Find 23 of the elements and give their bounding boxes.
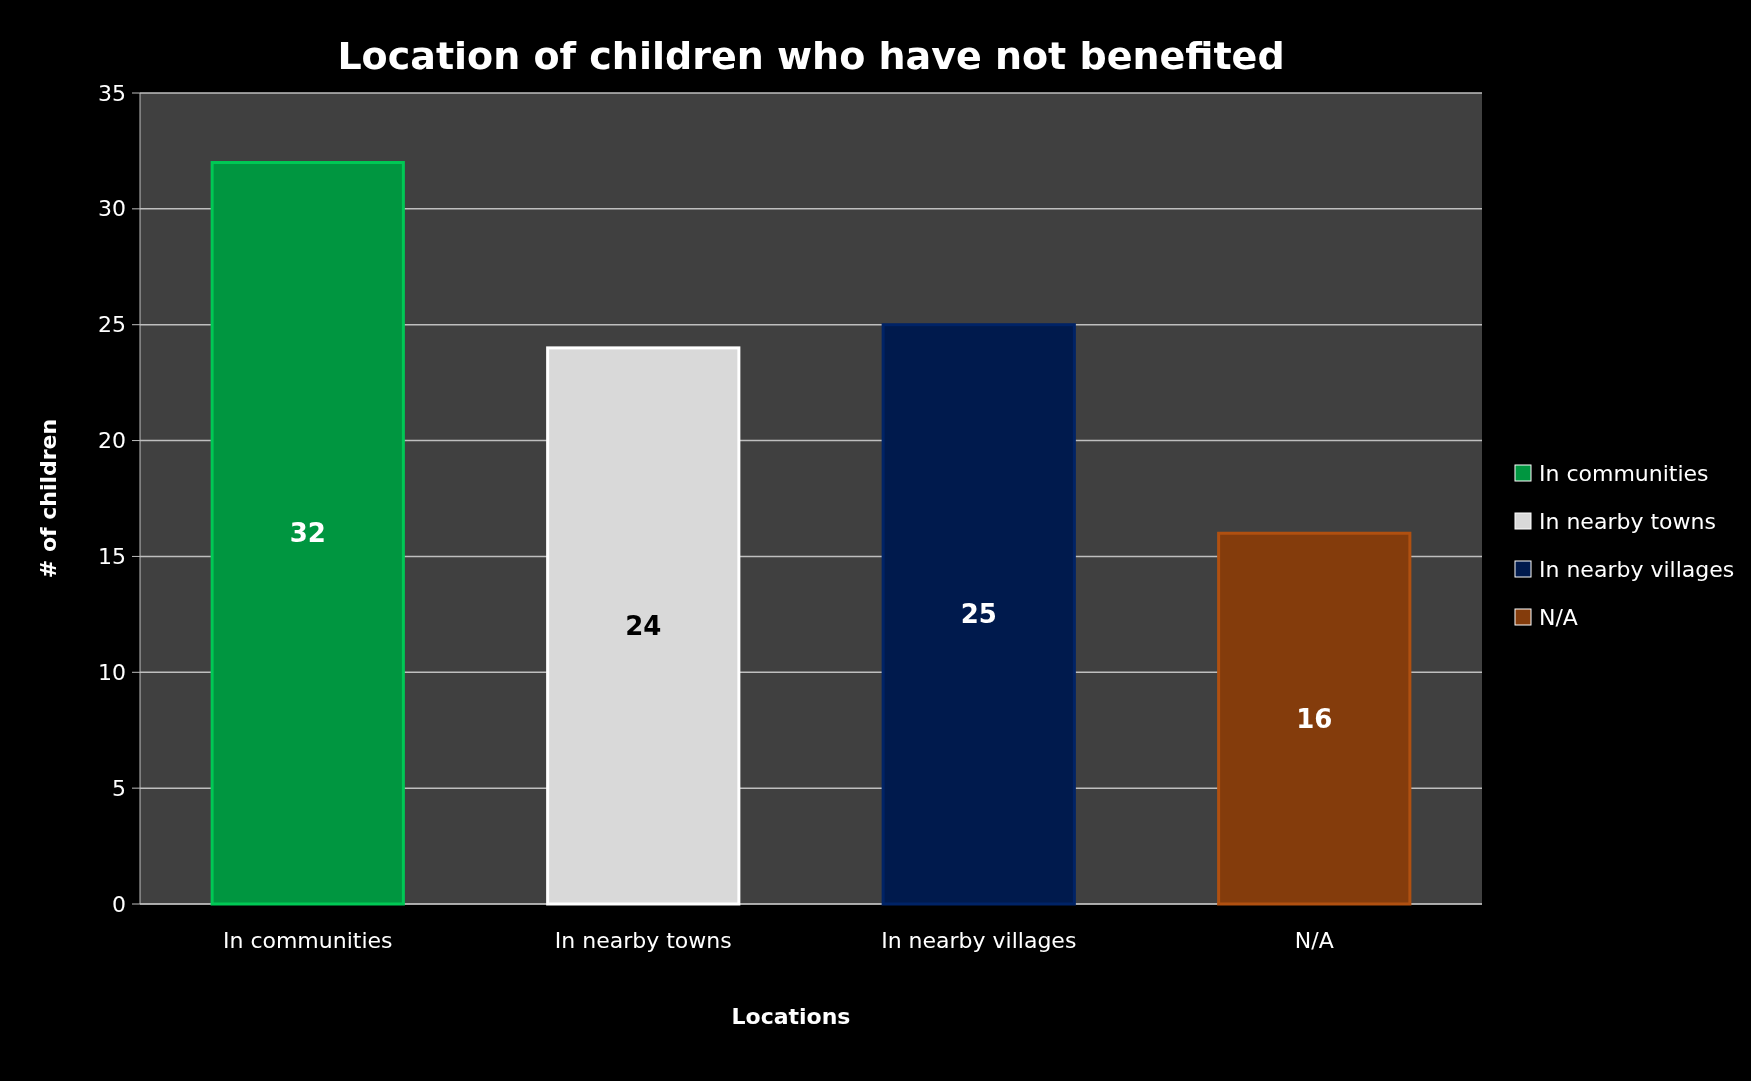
y-tick-label: 0 <box>112 891 126 917</box>
x-tick-label: In communities <box>222 927 393 953</box>
y-tick-label: 5 <box>112 775 126 801</box>
legend-label: In nearby villages <box>1539 556 1735 582</box>
data-label: 32 <box>289 518 326 549</box>
x-axis-title: Locations <box>731 1003 851 1029</box>
legend-label: N/A <box>1539 604 1578 630</box>
x-tick-label: In nearby towns <box>554 927 732 953</box>
y-axis-title: # of children <box>35 418 61 579</box>
data-label: 24 <box>625 610 662 641</box>
y-tick-label: 25 <box>98 312 126 338</box>
legend-label: In nearby towns <box>1539 508 1716 534</box>
x-tick-label: In nearby villages <box>881 927 1077 953</box>
y-tick-label: 15 <box>98 543 126 569</box>
chart-title: Location of children who have not benefited <box>337 34 1285 78</box>
data-label: 25 <box>960 599 997 630</box>
y-tick-label: 10 <box>98 659 126 685</box>
x-tick-label: N/A <box>1294 927 1334 953</box>
legend-label: In communities <box>1539 460 1709 486</box>
y-tick-label: 20 <box>98 428 126 454</box>
data-label: 16 <box>1296 703 1333 734</box>
y-tick-label: 35 <box>98 80 126 106</box>
y-tick-label: 30 <box>98 196 126 222</box>
